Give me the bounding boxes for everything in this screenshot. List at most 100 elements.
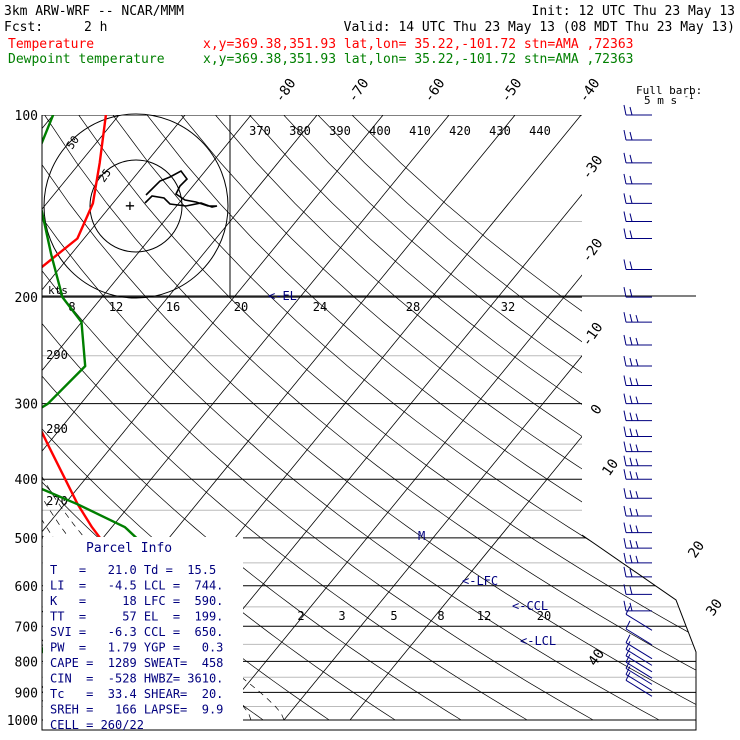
mixing-ratio-label-3: 3 — [338, 609, 345, 623]
forecast-hours: 2 h — [84, 20, 107, 35]
dry-adiabat-label-290: 290 — [46, 348, 68, 362]
wind-barb-360 — [623, 441, 652, 453]
wind-barb-520 — [623, 538, 652, 549]
pressure-tick-300: 300 — [15, 398, 38, 413]
dry-adiabat-390 — [44, 115, 696, 721]
wind-barb-400 — [623, 469, 652, 480]
wind-barb-200 — [623, 287, 652, 298]
hodograph-ring-label-25: 25 — [96, 166, 114, 184]
hodograph-speed-label-20: 20 — [234, 300, 248, 314]
isotherm-label-10: 10 — [599, 456, 622, 479]
isotherm-label--30: -30 — [579, 153, 607, 183]
dry-adiabat-350 — [42, 115, 528, 721]
lcl-marker: <-LCL — [520, 634, 556, 648]
isotherm-30 — [217, 115, 696, 721]
isotherm-label--70: -70 — [345, 76, 373, 106]
model-title: 3km ARW-WRF -- NCAR/MMM — [4, 4, 184, 19]
wind-barb-150 — [623, 211, 652, 223]
wind-barb-780 — [625, 634, 653, 660]
wind-barb-180 — [623, 259, 652, 270]
wind-barb-740 — [625, 620, 653, 646]
barb-key-line2: 5 m s — [644, 94, 677, 107]
wind-barb-320 — [623, 410, 652, 422]
hodograph-center-mark: + — [125, 196, 135, 215]
wind-barb-550 — [623, 552, 652, 564]
barb-key-line1: Full barb: — [636, 84, 702, 97]
wind-barb-460 — [623, 505, 652, 517]
temperature-legend-label: Temperature — [8, 37, 94, 52]
dewpoint-legend-label: Dewpoint temperature — [8, 52, 165, 67]
hodograph-speed-label-24: 24 — [313, 300, 327, 314]
dry-adiabat-460 — [283, 115, 696, 721]
wind-barb-380 — [623, 455, 652, 467]
dry-adiabat-label-280: 280 — [46, 422, 68, 436]
isotherm-label--40: -40 — [576, 76, 604, 106]
hodograph-trace — [144, 169, 218, 208]
ccl-marker: <-CCL — [512, 599, 548, 613]
barb-key-superscript: -1 — [684, 92, 694, 101]
wind-barb-300 — [623, 393, 652, 405]
parcel-info-row-5: PW = 1.79 YGP = 0.3 — [50, 641, 223, 655]
isotherm--10 — [42, 115, 450, 721]
theta-label-430: 430 — [489, 124, 511, 138]
lfc-marker: <-LFC — [462, 574, 498, 588]
theta-label-410: 410 — [409, 124, 431, 138]
isotherm-label-30: 30 — [703, 596, 726, 619]
wind-barb-140 — [623, 193, 652, 204]
isotherm-50 — [349, 115, 696, 721]
isotherm--40 — [42, 115, 252, 721]
dry-adiabat-380 — [42, 115, 696, 721]
wind-barb-490 — [623, 522, 652, 534]
el-marker: <-EL — [268, 289, 297, 303]
isotherm-label--10: -10 — [579, 320, 607, 350]
parcel-info-row-9: SREH = 166 LAPSE= 9.9 — [50, 703, 223, 717]
dry-adiabat-450 — [249, 115, 696, 721]
theta-label-440: 440 — [529, 124, 551, 138]
dry-adiabat-400 — [78, 115, 696, 721]
parcel-info-title: Parcel Info — [86, 541, 172, 556]
dewpoint-legend-info: x,y=369.38,351.93 lat,lon= 35.22,-101.72… — [203, 52, 633, 67]
dry-adiabat-440 — [215, 115, 696, 721]
theta-label-420: 420 — [449, 124, 471, 138]
pressure-tick-500: 500 — [15, 532, 38, 547]
m-marker: M — [418, 529, 425, 543]
hodograph-ring-1 — [43, 113, 229, 299]
wind-barb-120 — [623, 152, 652, 164]
pressure-tick-100: 100 — [15, 109, 38, 124]
parcel-info-row-1: LI = -4.5 LCL = 744. — [50, 579, 223, 593]
dry-adiabat-360 — [42, 115, 594, 721]
isotherm-label-40: 40 — [585, 646, 608, 669]
wind-barb-620 — [623, 584, 652, 595]
pressure-tick-900: 900 — [15, 686, 38, 701]
parcel-info-row-4: SVI = -6.3 CCL = 650. — [50, 625, 223, 639]
dry-adiabat-470 — [317, 115, 696, 721]
wind-barb-800 — [625, 641, 653, 666]
pressure-tick-200: 200 — [15, 291, 38, 306]
isotherm--30 — [42, 115, 318, 721]
isotherm--50 — [42, 115, 186, 721]
parcel-info-row-7: CIN = -528 HWBZ= 3610. — [50, 672, 223, 686]
mixing-ratio-label-12: 12 — [477, 609, 491, 623]
wind-barb-160 — [623, 228, 652, 239]
wind-barb-840 — [625, 653, 653, 679]
theta-label-400: 400 — [369, 124, 391, 138]
mixing-ratio-label-20: 20 — [537, 609, 551, 623]
isotherm-label--60: -60 — [421, 76, 449, 106]
wind-barb-100 — [623, 104, 652, 116]
parcel-info-row-3: TT = 57 EL = 199. — [50, 610, 223, 624]
isotherm-label-0: 0 — [588, 402, 606, 418]
isotherm-label-20: 20 — [685, 538, 708, 561]
hodograph-units-label: kts — [48, 284, 68, 297]
wind-barb-900 — [625, 672, 653, 697]
isotherm-label--20: -20 — [579, 236, 607, 266]
hodograph-speed-label-8: 8 — [68, 300, 75, 314]
parcel-info-row-8: Tc = 33.4 SHEAR= 20. — [50, 687, 223, 701]
hodograph-ring-label-50: 50 — [64, 133, 82, 151]
wind-barb-340 — [623, 426, 652, 438]
wind-barb-240 — [623, 334, 652, 346]
theta-label-380: 380 — [289, 124, 311, 138]
mixing-ratio-label-8: 8 — [437, 609, 444, 623]
wind-barb-430 — [623, 488, 652, 499]
wind-barb-820 — [625, 647, 653, 673]
